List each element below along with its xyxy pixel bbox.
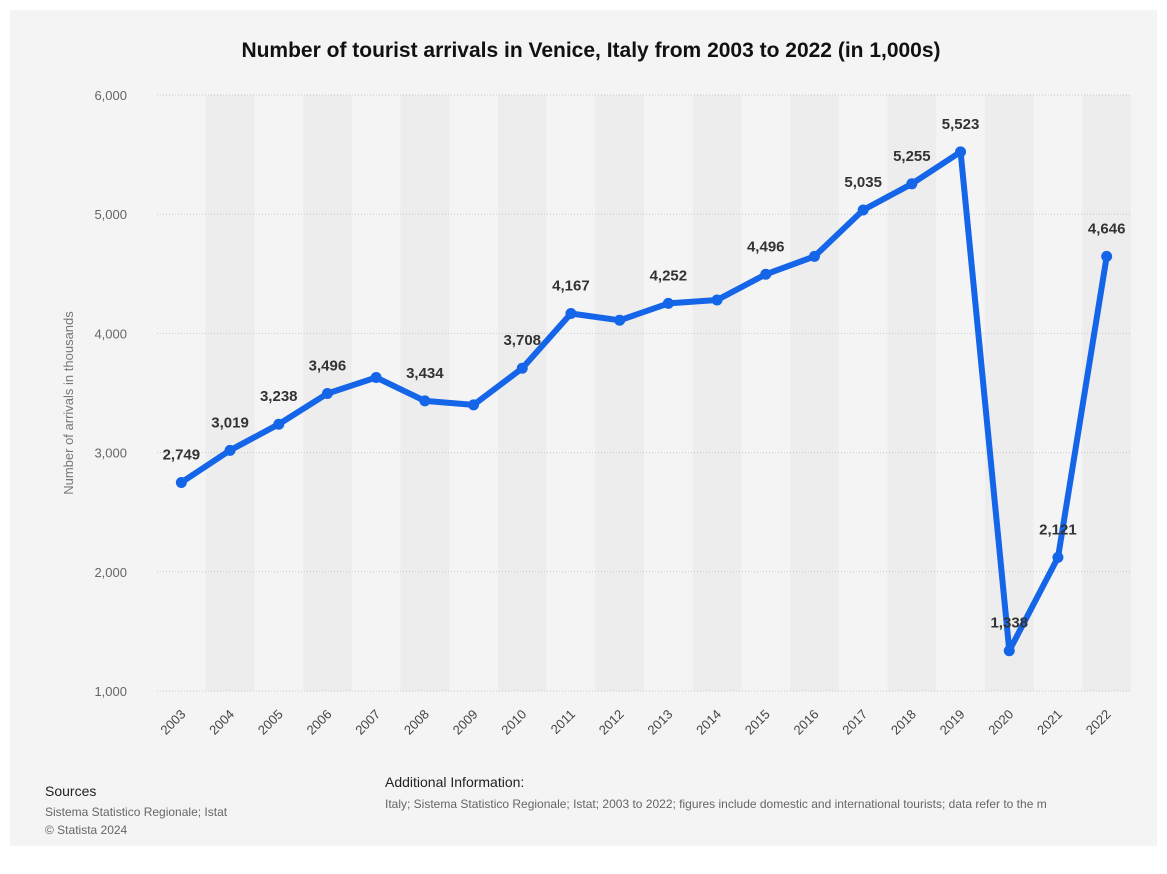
data-label: 5,035	[844, 174, 882, 191]
additional-info-heading: Additional Information:	[385, 774, 524, 790]
additional-info-text: Italy; Sistema Statistico Regionale; Ist…	[385, 797, 1047, 811]
category-band	[790, 95, 839, 691]
sources-line: Sistema Statistico Regionale; Istat	[45, 803, 227, 821]
data-label: 5,255	[893, 148, 931, 165]
x-axis-ticks: 2003 2004 2005 2006 2007 2008 2009 2010 2011 2012…	[157, 707, 1113, 738]
data-point	[225, 445, 236, 456]
x-tick-label: 2016	[791, 707, 822, 738]
category-band	[498, 95, 547, 691]
x-tick-label: 2011	[548, 707, 578, 737]
data-point	[614, 315, 625, 326]
data-point	[906, 178, 917, 189]
data-point	[858, 205, 869, 216]
data-label: 4,167	[552, 277, 590, 294]
data-label: 1,338	[990, 615, 1028, 632]
data-point	[517, 363, 528, 374]
data-label: 2,121	[1039, 521, 1077, 538]
x-tick-label: 2009	[450, 707, 481, 738]
data-point	[712, 295, 723, 306]
data-point	[1004, 645, 1015, 656]
x-tick-label: 2019	[937, 707, 968, 738]
category-band	[206, 95, 255, 691]
data-point	[760, 269, 771, 280]
data-label: 3,019	[211, 414, 249, 431]
x-tick-label: 2017	[839, 707, 870, 738]
x-tick-label: 2018	[888, 707, 919, 738]
x-tick-label: 2013	[644, 707, 675, 738]
x-tick-label: 2004	[206, 707, 237, 738]
x-tick-label: 2008	[401, 707, 432, 738]
data-point	[1101, 251, 1112, 262]
x-tick-label: 2015	[742, 707, 773, 738]
copyright-line: © Statista 2024	[45, 821, 227, 839]
data-point	[809, 251, 820, 262]
data-label: 3,238	[260, 388, 298, 405]
data-point	[468, 399, 479, 410]
y-tick-label: 5,000	[94, 207, 127, 222]
x-tick-label: 2005	[255, 707, 286, 738]
category-band	[693, 95, 742, 691]
data-point	[565, 308, 576, 319]
x-tick-label: 2021	[1034, 707, 1065, 738]
data-label: 4,496	[747, 238, 785, 255]
data-point	[1052, 552, 1063, 563]
category-band	[1082, 95, 1131, 691]
category-band	[595, 95, 644, 691]
line-chart: Number of tourist arrivals in Venice, It…	[10, 10, 1157, 770]
data-label: 3,708	[503, 332, 541, 349]
data-point	[419, 395, 430, 406]
data-point	[273, 419, 284, 430]
x-tick-label: 2020	[985, 707, 1016, 738]
chart-panel: Number of tourist arrivals in Venice, It…	[10, 10, 1157, 846]
x-tick-label: 2006	[304, 707, 335, 738]
data-label: 4,646	[1088, 220, 1126, 237]
category-bands	[206, 95, 1131, 691]
x-tick-label: 2003	[157, 707, 188, 738]
x-tick-label: 2007	[352, 707, 383, 738]
y-tick-label: 4,000	[94, 326, 127, 341]
x-tick-label: 2010	[498, 707, 529, 738]
y-tick-label: 2,000	[94, 565, 127, 580]
category-band	[985, 95, 1034, 691]
y-tick-label: 3,000	[94, 446, 127, 461]
y-axis-label: Number of arrivals in thousands	[61, 311, 76, 495]
sources-heading: Sources	[45, 783, 96, 799]
x-tick-label: 2022	[1083, 707, 1114, 738]
data-label: 3,496	[309, 357, 347, 374]
data-point	[955, 146, 966, 157]
data-label: 4,252	[650, 267, 688, 284]
y-tick-label: 6,000	[94, 88, 127, 103]
data-point	[663, 298, 674, 309]
x-tick-label: 2014	[693, 707, 724, 738]
data-point	[176, 477, 187, 488]
x-tick-label: 2012	[596, 707, 627, 738]
data-label: 3,434	[406, 365, 444, 382]
y-tick-label: 1,000	[94, 684, 127, 699]
sources-text: Sistema Statistico Regionale; Istat © St…	[45, 803, 227, 839]
y-axis-ticks: 1,000 2,000 3,000 4,000 5,000 6,000	[94, 88, 127, 699]
data-label: 2,749	[163, 447, 201, 464]
data-point	[371, 372, 382, 383]
data-label: 5,523	[942, 116, 980, 133]
data-point	[322, 388, 333, 399]
chart-title: Number of tourist arrivals in Venice, It…	[241, 39, 940, 62]
